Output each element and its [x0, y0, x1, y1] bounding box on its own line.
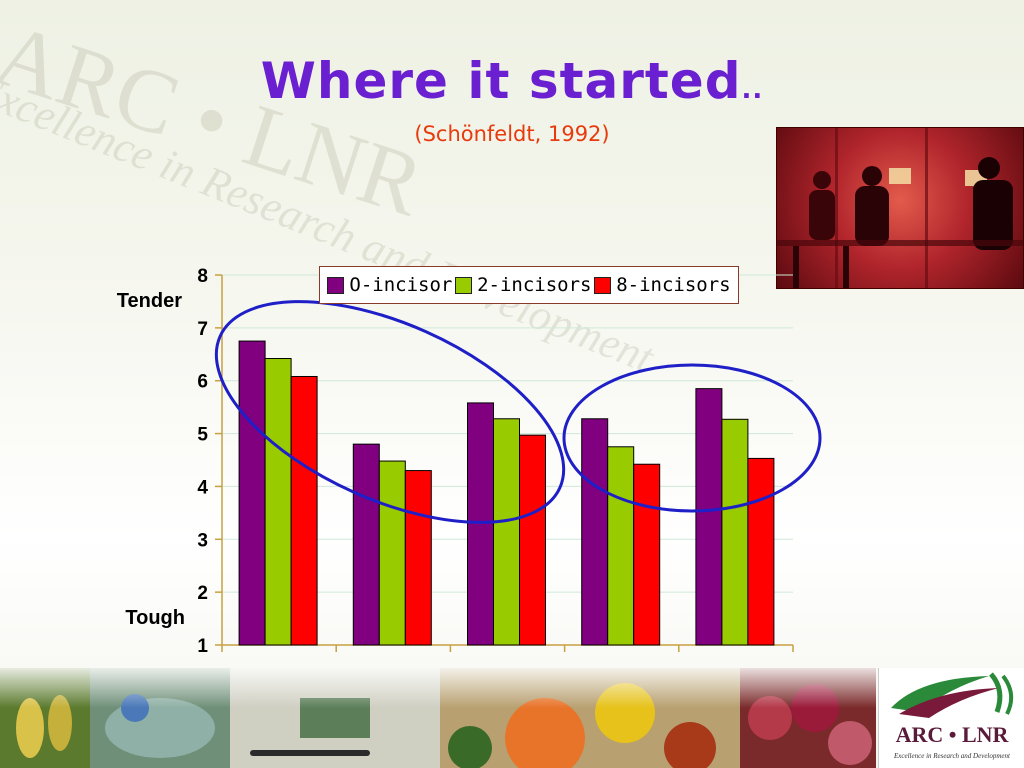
logo-name: ARC • LNR: [895, 722, 1009, 747]
y-tick-label-7: 7: [197, 319, 208, 340]
bar-loin-steak-8-incisors: [404, 470, 432, 646]
bar-fillet-2-incisors: [264, 358, 292, 646]
legend-label-2-incisors: 2-incisors: [477, 274, 592, 296]
arc-lnr-logo: ARC • LNR Excellence in Research and Dev…: [878, 668, 1024, 768]
y-tick-label-4: 4: [197, 477, 208, 498]
produce-photo-strip: [0, 668, 876, 768]
bar-rump-2-incisors: [493, 418, 520, 646]
legend-swatch-2-incisors: [455, 276, 473, 294]
bar-loin-steak-o-incisor: [352, 443, 380, 646]
arc-swoosh-icon: [891, 672, 1014, 718]
legend-item-2-incisors: 2-incisors: [455, 274, 591, 296]
y-tick-label-2: 2: [197, 583, 208, 604]
bar-silverside-o-incisor: [695, 388, 723, 646]
page-subtitle: (Schönfeldt, 1992): [414, 122, 610, 146]
bar-silverside-8-incisors: [747, 457, 775, 646]
bar-topside-8-incisors: [633, 463, 661, 646]
chart-bars: [238, 340, 775, 646]
bar-fillet-8-incisors: [290, 375, 318, 646]
y-annotation-tough: Tough: [125, 607, 185, 629]
chart-y-tick-labels: 1 2 3 4 5 6 7 8: [197, 266, 208, 657]
bar-rump-8-incisors: [519, 434, 546, 646]
legend-item-o-incisor: O-incisor: [327, 274, 452, 296]
page-title: Where it started..: [0, 52, 1024, 110]
y-tick-label-8: 8: [197, 266, 208, 287]
bar-silverside-2-incisors: [721, 418, 749, 646]
page-title-dots: ..: [741, 75, 764, 105]
legend-item-8-incisors: 8-incisors: [594, 274, 731, 296]
y-tick-label-1: 1: [197, 636, 208, 657]
page-title-text: Where it started: [260, 52, 742, 110]
produce-illustration: [0, 668, 876, 768]
legend-label-8-incisors: 8-incisors: [616, 274, 731, 296]
y-annotation-tender: Tender: [117, 290, 182, 312]
bar-loin-steak-2-incisors: [378, 460, 406, 646]
legend-label-o-incisor: O-incisor: [349, 274, 453, 296]
chart-legend: O-incisor 2-incisors 8-incisors: [319, 266, 739, 304]
bar-topside-2-incisors: [607, 446, 635, 646]
photo-illustration: [777, 128, 1023, 288]
bar-rump-o-incisor: [467, 402, 494, 646]
y-tick-label-5: 5: [197, 425, 208, 446]
highlight-ellipse-left: [214, 300, 566, 524]
y-tick-label-6: 6: [197, 372, 208, 393]
legend-swatch-o-incisor: [327, 276, 345, 294]
bar-topside-o-incisor: [581, 418, 609, 646]
y-tick-label-3: 3: [197, 530, 208, 551]
highlight-ellipse-right: [562, 363, 822, 513]
legend-swatch-8-incisors: [594, 276, 612, 294]
logo-tagline: Excellence in Research and Development: [894, 752, 1010, 760]
bar-fillet-o-incisor: [238, 340, 266, 646]
sensory-booth-photo: [776, 127, 1024, 289]
